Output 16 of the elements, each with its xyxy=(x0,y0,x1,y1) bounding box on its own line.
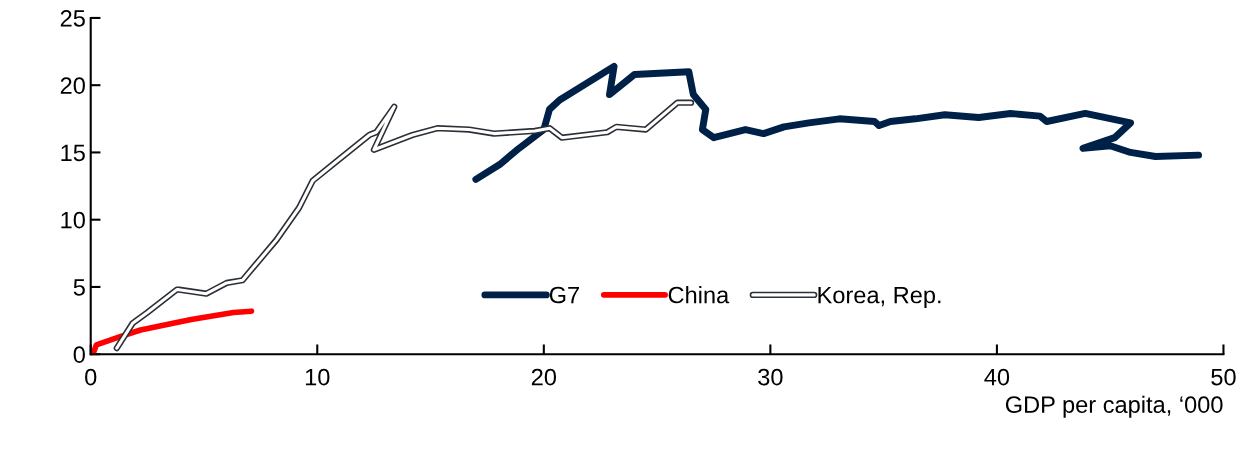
x-tick-label: 10 xyxy=(305,368,330,386)
legend-label: Korea, Rep. xyxy=(818,286,941,309)
y-tick-label: 20 xyxy=(60,77,85,94)
x-tick-label: 30 xyxy=(758,368,783,386)
y-tick-label: 0 xyxy=(73,346,85,363)
y-tick-label: 25 xyxy=(60,10,85,27)
y-tick-label: 5 xyxy=(73,279,85,296)
y-tick-label: 10 xyxy=(61,211,85,229)
y-tick-label: 15 xyxy=(61,144,85,162)
x-tick-label: 50 xyxy=(1211,368,1236,386)
x-tick-label: 0 xyxy=(85,368,97,386)
x-axis-title: GDP per capita, ‘000 xyxy=(1005,395,1223,418)
x-tick-label: 40 xyxy=(984,368,1010,386)
legend-label: G7 xyxy=(549,286,579,304)
legend-label: China xyxy=(668,286,730,304)
x-tick-label: 20 xyxy=(531,368,557,386)
